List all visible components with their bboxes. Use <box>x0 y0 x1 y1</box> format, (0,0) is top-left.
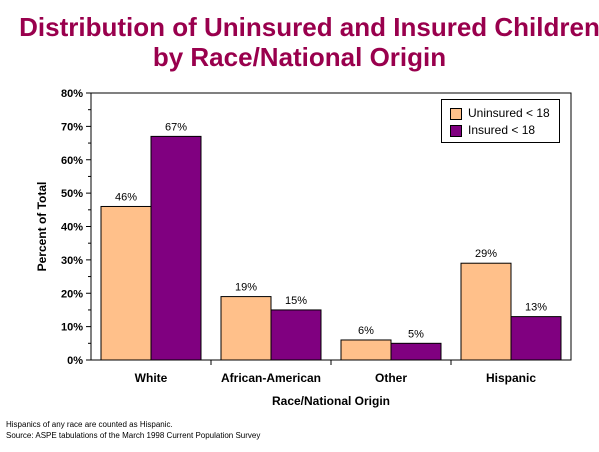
legend-swatch-insured <box>450 124 462 137</box>
x-axis-title: Race/National Origin <box>272 394 390 408</box>
x-tick-label: African-American <box>221 371 321 385</box>
y-tick-label: 0% <box>67 355 83 367</box>
x-tick-label: Other <box>375 371 407 385</box>
y-tick-label: 80% <box>61 88 83 100</box>
y-tick-label: 20% <box>61 288 83 300</box>
bar-insured <box>270 309 322 361</box>
bar-uninsured <box>220 296 272 361</box>
y-tick-label: 30% <box>61 255 83 267</box>
data-label: 29% <box>475 248 497 260</box>
footnote-source: Source: ASPE tabulations of the March 19… <box>6 431 261 440</box>
x-tick-label: Hispanic <box>486 371 536 385</box>
data-label: 5% <box>408 328 424 340</box>
data-label: 19% <box>235 282 257 294</box>
y-tick-label: 40% <box>61 222 83 234</box>
bar-insured <box>510 316 562 361</box>
legend-label-uninsured: Uninsured < 18 <box>468 106 550 120</box>
data-label: 6% <box>358 325 374 337</box>
data-label: 15% <box>285 295 307 307</box>
legend: Uninsured < 18 Insured < 18 <box>441 99 560 143</box>
data-label: 13% <box>525 302 547 314</box>
x-tick-label: White <box>135 371 168 385</box>
y-axis-title: Percent of Total <box>35 182 49 272</box>
bar-uninsured <box>100 205 152 361</box>
bar-insured <box>390 342 442 361</box>
data-label: 46% <box>115 191 137 203</box>
bar-insured <box>150 135 202 361</box>
y-tick-label: 50% <box>61 188 83 200</box>
footnote-hispanic: Hispanics of any race are counted as His… <box>6 420 173 429</box>
chart-title-line-2: by Race/National Origin <box>152 42 447 72</box>
legend-swatch-uninsured <box>450 107 462 120</box>
bar-uninsured <box>460 262 512 361</box>
legend-item-insured: Insured < 18 <box>450 123 535 137</box>
y-tick-label: 10% <box>61 322 83 334</box>
data-label: 67% <box>165 121 187 133</box>
legend-label-insured: Insured < 18 <box>468 123 536 137</box>
y-tick-label: 70% <box>61 121 83 133</box>
chart-title-line-1: Distribution of Uninsured and Insured Ch… <box>19 12 599 42</box>
y-tick-label: 60% <box>61 155 83 167</box>
bar-uninsured <box>340 339 392 361</box>
legend-item-uninsured: Uninsured < 18 <box>450 106 550 120</box>
